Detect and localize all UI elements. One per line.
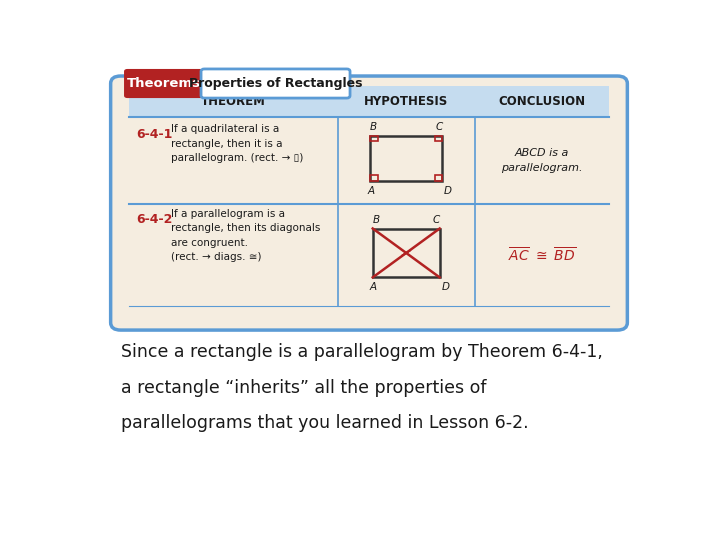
Text: A: A [370, 282, 377, 292]
FancyBboxPatch shape [111, 76, 627, 330]
Text: D: D [441, 282, 449, 292]
Bar [435, 136, 443, 141]
Text: THEOREM: THEOREM [201, 94, 266, 107]
Bar [370, 176, 378, 181]
Bar [129, 85, 338, 117]
Text: a rectangle “inherits” all the properties of: a rectangle “inherits” all the propertie… [121, 379, 486, 397]
Text: If a quadrilateral is a
rectangle, then it is a
parallelogram. (rect. → ▯): If a quadrilateral is a rectangle, then … [171, 124, 303, 163]
FancyBboxPatch shape [124, 69, 203, 98]
Text: parallelograms that you learned in Lesson 6-2.: parallelograms that you learned in Lesso… [121, 414, 528, 432]
Text: CONCLUSION: CONCLUSION [498, 94, 585, 107]
Text: D: D [444, 186, 452, 196]
Bar [370, 136, 443, 181]
Text: Since a rectangle is a parallelogram by Theorem 6-4-1,: Since a rectangle is a parallelogram by … [121, 343, 603, 361]
Text: C: C [435, 123, 443, 132]
FancyBboxPatch shape [201, 69, 350, 98]
Text: A: A [367, 186, 374, 196]
Text: B: B [373, 215, 380, 225]
Bar [370, 136, 378, 141]
Bar [474, 85, 609, 117]
Text: B: B [370, 123, 377, 132]
Text: If a parallelogram is a
rectangle, then its diagonals
are congruent.
(rect. → di: If a parallelogram is a rectangle, then … [171, 209, 320, 262]
Bar [373, 228, 440, 278]
Text: 6-4-2: 6-4-2 [136, 213, 173, 226]
Text: ABCD is a
parallelogram.: ABCD is a parallelogram. [501, 148, 582, 173]
Text: Theorems: Theorems [127, 77, 201, 90]
Bar [338, 85, 474, 117]
Text: $\overline{AC}\ \cong\ \overline{BD}$: $\overline{AC}\ \cong\ \overline{BD}$ [508, 246, 576, 264]
Text: Properties of Rectangles: Properties of Rectangles [189, 77, 362, 90]
Text: C: C [433, 215, 440, 225]
Bar [435, 176, 443, 181]
Text: 6-4-1: 6-4-1 [136, 129, 173, 141]
Text: HYPOTHESIS: HYPOTHESIS [364, 94, 449, 107]
